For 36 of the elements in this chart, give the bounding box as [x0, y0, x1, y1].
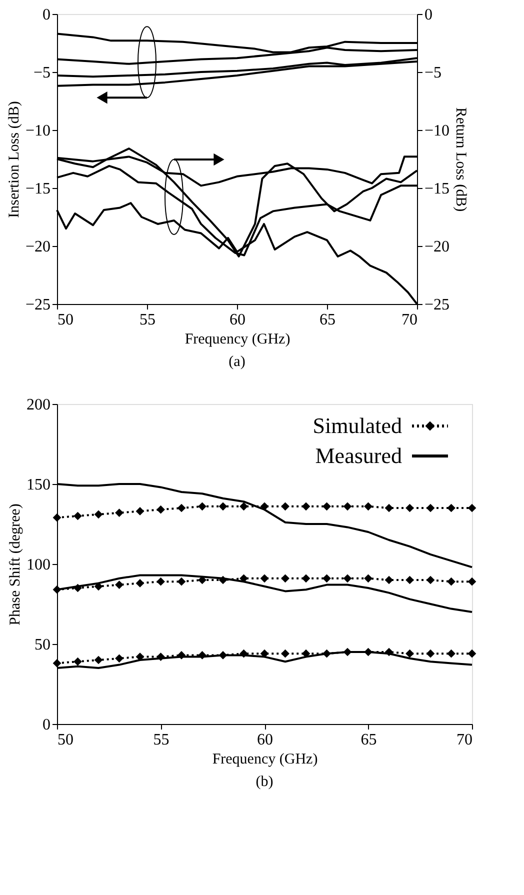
- x-tick-label: 60: [230, 312, 246, 328]
- x-axis-title: Frequency (GHz): [212, 752, 318, 768]
- y-tick-label: −10: [25, 122, 50, 140]
- x-tick-label: 55: [140, 312, 156, 328]
- y-tick-label: 150: [26, 476, 50, 494]
- x-axis-title: Frequency (GHz): [184, 332, 290, 348]
- y-tick-label: 0: [42, 716, 50, 734]
- text: (a): [228, 354, 246, 370]
- x-tick-label: 65: [360, 732, 377, 748]
- y2-tick-label: −5: [424, 64, 442, 82]
- x-tick-label: 50: [58, 312, 74, 328]
- y-tick-label: −20: [25, 238, 50, 256]
- y-tick-label: 200: [26, 396, 50, 414]
- x-tick-label: 55: [153, 732, 170, 748]
- y-axis-title: Phase Shift (degree): [8, 504, 24, 626]
- text: (b): [256, 774, 274, 790]
- y-tick-label: −25: [25, 296, 50, 314]
- legend-label: Simulated: [312, 413, 402, 438]
- y-tick-label: 0: [42, 6, 50, 24]
- legend-label: Measured: [315, 443, 402, 468]
- x-tick-label: 70: [456, 732, 472, 748]
- y2-tick-label: 0: [424, 6, 432, 24]
- y2-tick-label: −10: [424, 122, 450, 140]
- y2-axis-title: Return Loss (dB): [452, 107, 469, 212]
- y2-tick-label: −25: [424, 296, 450, 314]
- x-tick-label: 60: [257, 732, 273, 748]
- x-tick-label: 70: [402, 312, 418, 328]
- x-tick-label: 65: [320, 312, 336, 328]
- x-tick-label: 50: [58, 732, 74, 748]
- y-tick-label: 100: [26, 556, 50, 574]
- y-tick-label: −5: [33, 64, 50, 82]
- y-tick-label: 50: [34, 636, 50, 654]
- y2-tick-label: −15: [424, 180, 450, 198]
- y-tick-label: −15: [25, 180, 50, 198]
- y2-tick-label: −20: [424, 238, 450, 256]
- y-axis-title: Insertion Loss (dB): [6, 101, 22, 218]
